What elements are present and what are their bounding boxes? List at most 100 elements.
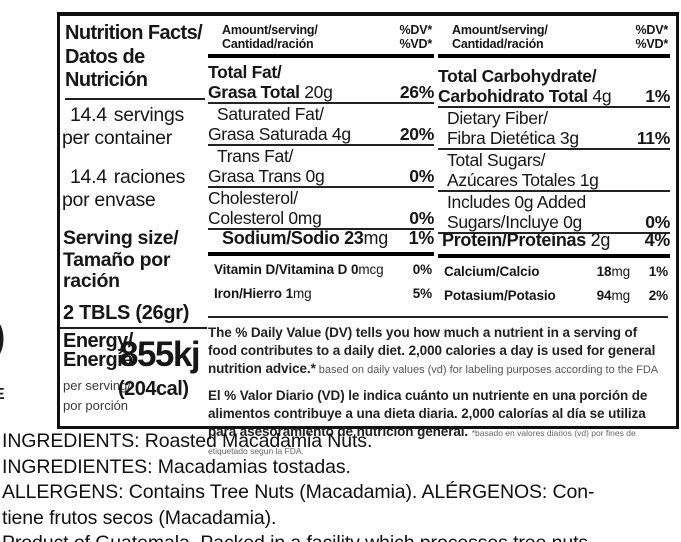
- ingredients-en: INGREDIENTS: Roasted Macadamia Nuts.: [2, 430, 373, 452]
- clipped-paren-glyph: ): [0, 308, 6, 362]
- row-name-es: Azúcares Totales: [447, 170, 576, 190]
- row-amount: 0g: [563, 212, 582, 232]
- dv-en: %DV*: [635, 23, 668, 37]
- footnote-en-main: The % Daily Value (DV) tells you how muc…: [208, 325, 656, 376]
- micro-percent-dv: 0%: [412, 262, 432, 277]
- footnote-en-fineprint: based on daily values (vd) for labeling …: [315, 364, 659, 376]
- row-total-fat: Total Fat/ Grasa Total 20g 26%: [208, 62, 434, 104]
- micro-amount: 0: [350, 262, 359, 277]
- micro-percent-dv: 5%: [412, 286, 432, 301]
- row-name-es: Grasa Saturada: [208, 124, 328, 144]
- clipped-letter-glyph: E: [0, 386, 5, 404]
- header-bar: [438, 54, 670, 58]
- servings-line-2: per container: [62, 126, 172, 149]
- dv-es: %VD*: [635, 36, 668, 51]
- micro-unit: mg: [611, 288, 630, 303]
- row-name-es: Colesterol: [208, 208, 284, 228]
- row-amount: 4g: [592, 86, 612, 106]
- footnote-es-main: El % Valor Diario (VD) le indica cuánto …: [208, 388, 648, 439]
- micro-unit: mg: [293, 286, 312, 301]
- footnote-spanish: El % Valor Diario (VD) le indica cuánto …: [208, 387, 668, 459]
- raciones-count: 14.4: [70, 166, 107, 188]
- servings-line-1: 14.4 servings: [62, 104, 184, 127]
- per-serving-es: por porción: [63, 398, 129, 413]
- row-calcium: Calcium/Calcio 18mg 1%: [438, 264, 670, 279]
- per-serving-en: per serving/: [63, 378, 131, 393]
- nutrition-facts-title: Nutrition Facts/ Datos de Nutrición: [65, 22, 203, 93]
- title-line-es-2: Nutrición: [65, 69, 148, 91]
- row-amount: 1g: [579, 170, 599, 190]
- row-iron: Iron/Hierro 1mg 5%: [208, 286, 434, 301]
- header-line-en: Amount/serving/: [222, 23, 318, 37]
- micro-unit: mg: [611, 264, 630, 279]
- micro-name: Iron/Hierro: [214, 286, 282, 301]
- row-name-en: Cholesterol/: [208, 188, 298, 208]
- row-name-en: Total Sugars/: [447, 150, 546, 170]
- row-name-en: Dietary Fiber/: [447, 108, 548, 128]
- row-trans-fat: Trans Fat/ Grasa Trans 0g 0%: [208, 146, 434, 188]
- energy-label: Energy/ Energía: [63, 330, 263, 371]
- sodium-amount: 23: [344, 228, 364, 248]
- row-name-en: Total Fat/: [208, 62, 282, 82]
- energy-block: Energy/ Energía 855kj: [63, 330, 263, 374]
- row-protein: Protein/Proteínas 2g 4%: [438, 230, 670, 258]
- footnote-english: The % Daily Value (DV) tells you how muc…: [208, 324, 668, 378]
- title-divider: [65, 98, 205, 100]
- row-name-en: Total Carbohydrate/: [438, 66, 597, 86]
- energy-calories: (204cal): [118, 378, 189, 400]
- row-potassium: Potasium/Potasio 94mg 2%: [438, 288, 670, 303]
- allergens-line-1: ALLERGENS: Contains Tree Nuts (Macadamia…: [2, 481, 595, 503]
- row-percent-dv: 11%: [636, 128, 670, 148]
- micro-amount: 1: [285, 286, 294, 301]
- row-amount: 4g: [331, 124, 351, 144]
- ingredients-section: INGREDIENTS: Roasted Macadamia Nuts. ING…: [2, 429, 681, 542]
- protein-amount: 2g: [590, 230, 611, 250]
- sodium-unit: mg: [363, 228, 389, 248]
- serving-size-line-1: Serving size/: [63, 227, 179, 249]
- row-amount: 0g: [305, 166, 325, 186]
- micro-percent-dv: 2%: [648, 288, 668, 303]
- serving-size-divider: [60, 327, 207, 329]
- raciones-line-1: 14.4 raciones: [62, 166, 185, 189]
- energy-label-es: Energía: [63, 349, 133, 371]
- sodium-percent-dv: 1%: [408, 228, 435, 248]
- row-name-en: Trans Fat/: [217, 146, 294, 166]
- micro-amount: 94: [596, 288, 612, 303]
- row-cholesterol: Cholesterol/ Colesterol 0mg 0%: [208, 188, 434, 230]
- row-vitamin-d: Vitamin D/Vitamina D 0mcg 0%: [208, 262, 434, 277]
- row-amount: 0mg: [288, 208, 322, 228]
- nutrition-facts-panel: Nutrition Facts/ Datos de Nutrición 14.4…: [57, 12, 679, 456]
- energy-label-en: Energy/: [63, 330, 133, 352]
- serving-size-heading: Serving size/ Tamaño por ración: [63, 227, 179, 293]
- micro-amount: 18: [596, 264, 612, 279]
- row-name-en: Includes 0g Added: [447, 192, 586, 212]
- protein-percent-dv: 4%: [644, 230, 671, 250]
- row-name-es: Sugars/Incluye: [447, 212, 559, 232]
- panel-left-column: Nutrition Facts/ Datos de Nutrición 14.4…: [60, 16, 208, 426]
- row-percent-dv: 0%: [645, 212, 670, 232]
- row-name-es: Grasa Trans: [208, 166, 301, 186]
- row-name-es: Grasa Total: [208, 82, 300, 102]
- header-line-en: Amount/serving/: [452, 23, 548, 37]
- row-sodium: Sodium/Sodio 23mg 1%: [208, 228, 434, 256]
- header-line-es: Cantidad/ración: [222, 36, 314, 51]
- serving-size-amount: 2 TBLS (26gr): [63, 302, 190, 324]
- amount-serving-header: Amount/serving/ Cantidad/ración: [438, 23, 548, 51]
- raciones-word: raciones: [113, 166, 186, 188]
- header-line-es: Cantidad/ración: [452, 36, 544, 51]
- ingredients-es: INGREDIENTES: Macadamias tostadas.: [2, 455, 351, 478]
- dv-en: %DV*: [399, 23, 432, 37]
- right-column-header: Amount/serving/ Cantidad/ración %DV* %VD…: [438, 23, 670, 51]
- header-bar: [208, 54, 434, 58]
- row-name-en: Saturated Fat/: [217, 104, 324, 124]
- sodium-name: Sodium/Sodio: [222, 228, 340, 248]
- row-percent-dv: 0%: [409, 166, 434, 186]
- row-amount: 20g: [304, 82, 333, 102]
- micro-name: Vitamin D/Vitamina D: [214, 262, 348, 277]
- dv-es: %VD*: [399, 36, 432, 51]
- row-percent-dv: 0%: [409, 208, 434, 228]
- amount-serving-header: Amount/serving/ Cantidad/ración: [208, 23, 318, 51]
- raciones-por-envase: 14.4 raciones por envase: [62, 166, 185, 211]
- row-total-carbohydrate: Total Carbohydrate/ Carbohidrato Total 4…: [438, 66, 670, 108]
